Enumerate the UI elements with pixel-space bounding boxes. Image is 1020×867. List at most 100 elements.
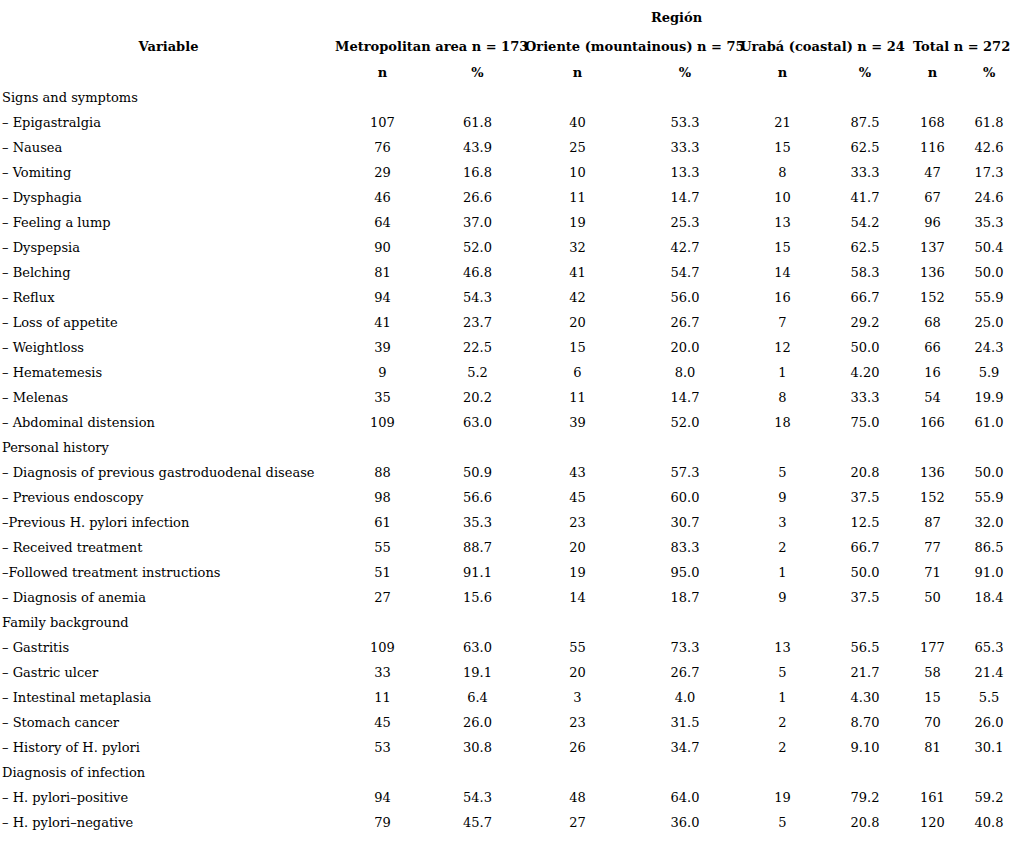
value-cell: 77	[905, 535, 960, 560]
variable-label: – Loss of appetite	[2, 310, 335, 335]
value-cell: 109	[335, 410, 430, 435]
value-cell: 87	[905, 510, 960, 535]
variable-label: – Diagnosis of previous gastroduodenal d…	[2, 460, 335, 485]
variable-label: – Stomach cancer	[2, 710, 335, 735]
value-cell: 56.0	[630, 285, 740, 310]
value-cell: 94	[335, 285, 430, 310]
value-cell: 26	[525, 735, 630, 760]
value-cell: 33.3	[825, 385, 905, 410]
value-cell: 16	[740, 285, 825, 310]
value-cell: 161	[905, 785, 960, 810]
value-cell	[960, 85, 1018, 110]
value-cell: 168	[905, 110, 960, 135]
table-row: – Diagnosis of anemia2715.61418.7937.550…	[2, 585, 1018, 610]
region-title: Región	[335, 2, 1018, 33]
value-cell: 45	[525, 485, 630, 510]
value-cell: 22.5	[430, 335, 525, 360]
value-cell: 1	[740, 560, 825, 585]
value-cell: 54.2	[825, 210, 905, 235]
value-cell: 62.5	[825, 235, 905, 260]
value-cell: 64.0	[630, 785, 740, 810]
section-label: Family background	[2, 610, 335, 635]
variable-label: – Diagnosis of anemia	[2, 585, 335, 610]
value-cell: 20.0	[630, 335, 740, 360]
value-cell	[740, 610, 825, 635]
value-cell: 20.8	[825, 810, 905, 835]
value-cell: 24.6	[960, 185, 1018, 210]
table-row: –Followed treatment instructions5191.119…	[2, 560, 1018, 585]
table-row: – Dysphagia4626.61114.71041.76724.6	[2, 185, 1018, 210]
value-cell: 8	[740, 385, 825, 410]
value-cell: 20.8	[825, 460, 905, 485]
variable-label: – Intestinal metaplasia	[2, 685, 335, 710]
value-cell: 16	[905, 360, 960, 385]
value-cell	[825, 760, 905, 785]
value-cell: 24.3	[960, 335, 1018, 360]
value-cell: 4.0	[630, 685, 740, 710]
value-cell: 12.5	[825, 510, 905, 535]
value-cell: 2	[740, 535, 825, 560]
value-cell	[525, 85, 630, 110]
variable-label: – Weightloss	[2, 335, 335, 360]
variable-label: – Nausea	[2, 135, 335, 160]
value-cell: 4.20	[825, 360, 905, 385]
value-cell: 9.10	[825, 735, 905, 760]
value-cell: 11	[525, 385, 630, 410]
variable-label: – Reflux	[2, 285, 335, 310]
variable-label: – History of H. pylori	[2, 735, 335, 760]
value-cell: 83.3	[630, 535, 740, 560]
value-cell	[740, 85, 825, 110]
variable-label: – Hematemesis	[2, 360, 335, 385]
value-cell: 177	[905, 635, 960, 660]
spacer-cell	[2, 2, 335, 33]
value-cell: 29	[335, 160, 430, 185]
value-cell: 8	[740, 160, 825, 185]
value-cell: 13	[740, 635, 825, 660]
value-cell: 29.2	[825, 310, 905, 335]
value-cell: 48	[525, 785, 630, 810]
value-cell: 13	[740, 210, 825, 235]
value-cell: 68	[905, 310, 960, 335]
value-cell: 46.8	[430, 260, 525, 285]
group-header-oriente: Oriente (mountainous) n = 75	[525, 33, 740, 59]
value-cell: 61.8	[960, 110, 1018, 135]
value-cell: 33.3	[825, 160, 905, 185]
value-cell: 54	[905, 385, 960, 410]
value-cell: 33.3	[630, 135, 740, 160]
value-cell: 75.0	[825, 410, 905, 435]
value-cell: 21.4	[960, 660, 1018, 685]
value-cell: 35.3	[430, 510, 525, 535]
table-row: – Epigastralgia10761.84053.32187.516861.…	[2, 110, 1018, 135]
section-label: Personal history	[2, 435, 335, 460]
value-cell: 50.9	[430, 460, 525, 485]
table-row: – Feeling a lump6437.01925.31354.29635.3	[2, 210, 1018, 235]
value-cell: 45.7	[430, 810, 525, 835]
value-cell: 30.1	[960, 735, 1018, 760]
variable-label: – H. pylori–negative	[2, 810, 335, 835]
group-header-metropolitan: Metropolitan area n = 173	[335, 33, 525, 59]
subheader-pct: %	[630, 59, 740, 85]
subheader-pct: %	[430, 59, 525, 85]
variable-label: – Melenas	[2, 385, 335, 410]
value-cell	[740, 760, 825, 785]
value-cell: 9	[740, 585, 825, 610]
value-cell: 25.3	[630, 210, 740, 235]
value-cell: 21	[740, 110, 825, 135]
value-cell: 50.0	[825, 335, 905, 360]
value-cell	[430, 85, 525, 110]
value-cell: 52.0	[430, 235, 525, 260]
value-cell: 116	[905, 135, 960, 160]
value-cell: 19	[525, 210, 630, 235]
section-label: Signs and symptoms	[2, 85, 335, 110]
value-cell: 91.0	[960, 560, 1018, 585]
region-variables-table: Región Variable Metropolitan area n = 17…	[2, 2, 1018, 835]
value-cell: 46	[335, 185, 430, 210]
value-cell: 53.3	[630, 110, 740, 135]
value-cell: 19	[525, 560, 630, 585]
value-cell: 39	[335, 335, 430, 360]
table-row: – Intestinal metaplasia116.434.014.30155…	[2, 685, 1018, 710]
value-cell: 59.2	[960, 785, 1018, 810]
table-row: – Received treatment5588.72083.3266.7778…	[2, 535, 1018, 560]
value-cell: 51	[335, 560, 430, 585]
value-cell: 27	[525, 810, 630, 835]
